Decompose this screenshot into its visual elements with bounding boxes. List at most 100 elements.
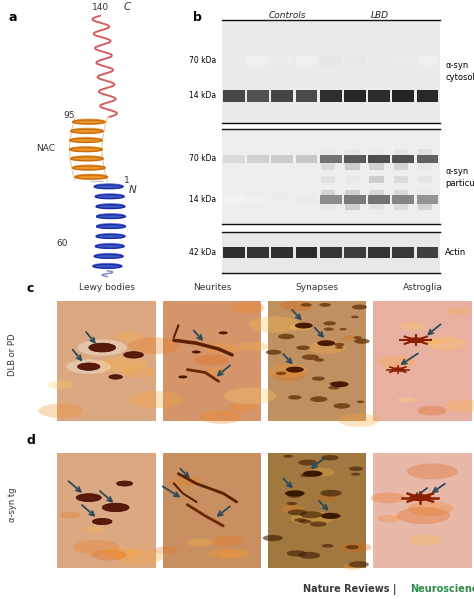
Ellipse shape [94,255,123,258]
Bar [393,163,408,170]
Ellipse shape [73,165,105,170]
Circle shape [114,549,164,565]
Ellipse shape [94,253,123,258]
Circle shape [418,406,447,416]
Text: α-syn
cytosolic: α-syn cytosolic [445,61,474,82]
Bar [321,163,336,170]
Circle shape [425,338,445,345]
Ellipse shape [71,156,103,161]
Ellipse shape [93,264,122,268]
Circle shape [321,513,340,519]
Circle shape [276,371,286,375]
Circle shape [310,397,328,402]
Circle shape [78,363,100,370]
Circle shape [115,331,145,341]
Circle shape [83,360,115,370]
Ellipse shape [97,225,125,228]
Bar [295,56,317,65]
Circle shape [273,370,305,381]
Circle shape [371,492,406,503]
Circle shape [109,375,122,379]
Circle shape [122,367,156,377]
Bar [344,155,366,163]
Bar [344,247,366,258]
Ellipse shape [70,137,102,143]
Bar [247,90,269,102]
Circle shape [397,397,415,403]
Ellipse shape [93,264,122,268]
Bar [320,155,341,163]
Circle shape [239,341,268,351]
Circle shape [333,403,350,409]
Circle shape [300,511,322,518]
Bar [247,247,269,258]
Circle shape [224,388,276,404]
Bar [247,195,269,204]
Bar [373,453,472,568]
Circle shape [340,542,372,552]
Circle shape [281,301,313,311]
Text: Lewy bodies: Lewy bodies [79,283,135,292]
Ellipse shape [73,119,105,124]
Text: 14 kDa: 14 kDa [189,195,216,204]
Ellipse shape [95,244,124,249]
Ellipse shape [94,185,123,189]
Bar [344,90,366,102]
Circle shape [318,495,337,501]
Circle shape [204,368,224,374]
Circle shape [155,546,178,554]
Bar [295,90,317,102]
Bar [295,247,317,258]
Circle shape [346,545,359,549]
Circle shape [201,410,242,424]
Circle shape [129,391,182,408]
Bar [345,163,360,170]
Circle shape [301,474,312,477]
Circle shape [408,535,442,546]
Ellipse shape [96,234,125,238]
Circle shape [89,343,116,352]
Bar [344,195,366,204]
Bar [393,149,408,156]
Ellipse shape [71,157,103,161]
Circle shape [210,536,244,546]
Bar [369,176,384,183]
Bar [418,163,432,170]
Circle shape [426,337,467,350]
Circle shape [378,356,416,368]
Circle shape [447,307,471,315]
Bar [392,56,414,65]
Ellipse shape [70,147,102,152]
Circle shape [66,359,111,374]
Circle shape [91,549,126,561]
Circle shape [352,304,367,310]
Text: α-syn
particulate: α-syn particulate [445,167,474,188]
Ellipse shape [96,235,125,238]
Ellipse shape [97,223,125,228]
Bar [271,90,293,102]
Circle shape [353,336,362,339]
Bar [418,204,432,210]
Bar [368,90,390,102]
Text: Neurites: Neurites [193,283,231,292]
Bar [320,90,341,102]
Bar [222,20,439,123]
Circle shape [391,367,405,372]
Bar [295,155,317,163]
Circle shape [338,413,379,427]
Text: 60: 60 [56,239,68,248]
Ellipse shape [95,243,124,249]
Circle shape [319,303,331,307]
Circle shape [82,526,104,533]
Circle shape [60,512,81,519]
Bar [321,176,336,183]
Circle shape [321,455,338,461]
Circle shape [208,549,238,558]
Ellipse shape [96,204,125,208]
Bar [368,155,390,163]
Circle shape [128,337,180,354]
Circle shape [409,494,431,501]
Text: Neuroscience: Neuroscience [410,585,474,594]
Bar [417,90,438,102]
Circle shape [102,547,140,559]
